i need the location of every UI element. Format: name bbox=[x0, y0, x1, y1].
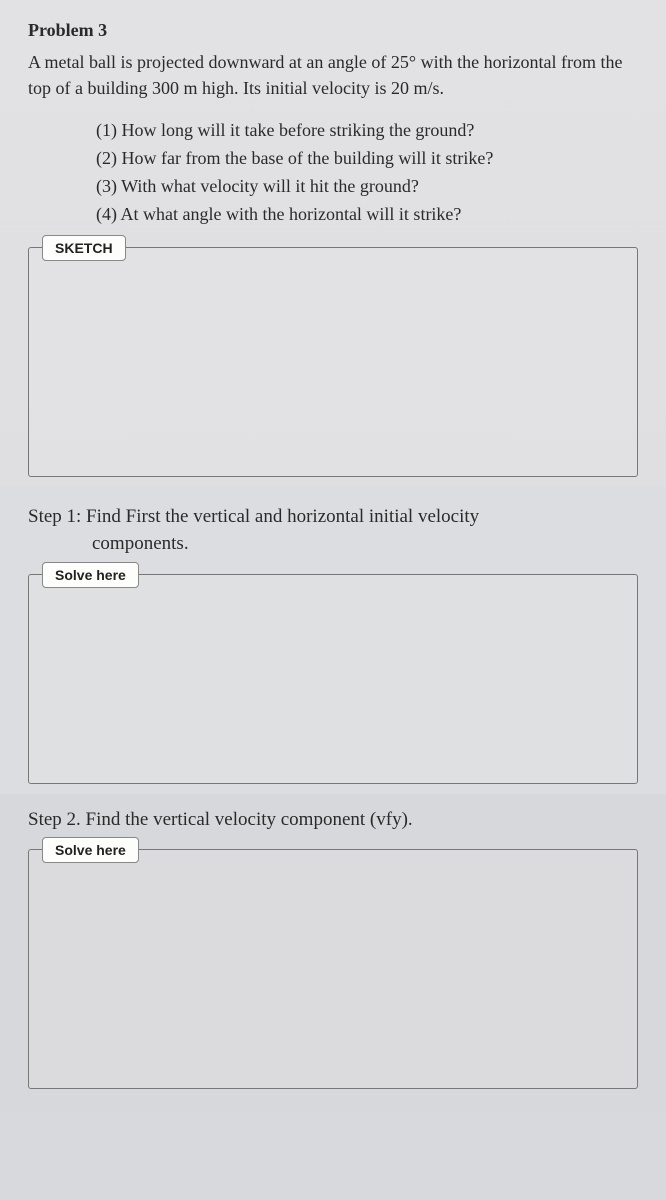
problem-statement: A metal ball is projected downward at an… bbox=[28, 49, 638, 101]
question-item: (2) How far from the base of the buildin… bbox=[96, 145, 638, 173]
solve-tag: Solve here bbox=[42, 562, 139, 588]
question-item: (3) With what velocity will it hit the g… bbox=[96, 173, 638, 201]
solve1-box-wrap: Solve here bbox=[28, 574, 638, 784]
question-item: (1) How long will it take before strikin… bbox=[96, 117, 638, 145]
step2-title: Step 2. Find the vertical velocity compo… bbox=[28, 806, 638, 834]
sketch-tag: SKETCH bbox=[42, 235, 126, 261]
step1-text-cont: components. bbox=[92, 530, 638, 558]
solve1-box[interactable] bbox=[28, 574, 638, 784]
problem-section: Problem 3 A metal ball is projected down… bbox=[0, 0, 666, 487]
worksheet-page: Problem 3 A metal ball is projected down… bbox=[0, 0, 666, 1113]
solve-tag: Solve here bbox=[42, 837, 139, 863]
question-item: (4) At what angle with the horizontal wi… bbox=[96, 201, 638, 229]
step1-text-lead: Step 1: Find First the vertical and hori… bbox=[28, 506, 479, 527]
step1-title: Step 1: Find First the vertical and hori… bbox=[28, 503, 638, 558]
sketch-box-wrap: SKETCH bbox=[28, 247, 638, 477]
step1-section: Step 1: Find First the vertical and hori… bbox=[0, 487, 666, 794]
sketch-box[interactable] bbox=[28, 247, 638, 477]
step2-section: Step 2. Find the vertical velocity compo… bbox=[0, 794, 666, 1114]
solve2-box[interactable] bbox=[28, 849, 638, 1089]
problem-title: Problem 3 bbox=[28, 20, 638, 41]
question-list: (1) How long will it take before strikin… bbox=[56, 117, 638, 229]
solve2-box-wrap: Solve here bbox=[28, 849, 638, 1089]
